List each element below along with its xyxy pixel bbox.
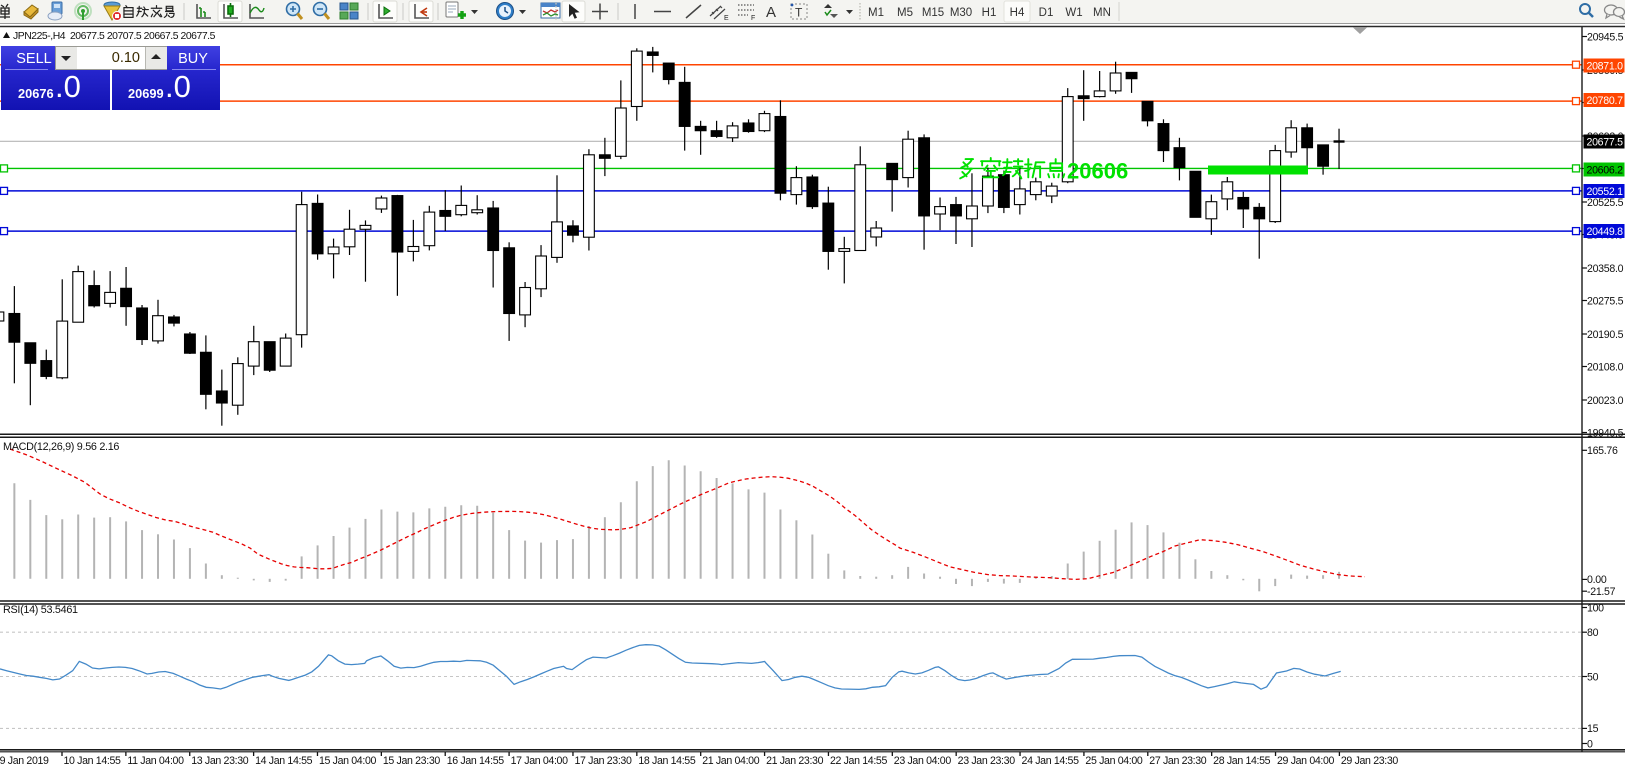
svg-text:E: E — [724, 15, 729, 22]
svg-text:18 Jan 14:55: 18 Jan 14:55 — [638, 755, 696, 767]
svg-text:16 Jan 14:55: 16 Jan 14:55 — [447, 755, 505, 767]
svg-text:M15: M15 — [922, 7, 944, 19]
svg-text:22 Jan 14:55: 22 Jan 14:55 — [830, 755, 888, 767]
svg-text:165.76: 165.76 — [1587, 445, 1618, 457]
svg-text:80: 80 — [1587, 627, 1599, 639]
svg-text:9 Jan 2019: 9 Jan 2019 — [0, 755, 49, 767]
svg-text:20945.5: 20945.5 — [1587, 31, 1624, 43]
svg-text:11 Jan 04:00: 11 Jan 04:00 — [127, 755, 184, 767]
svg-text:20525.5: 20525.5 — [1587, 197, 1624, 209]
svg-text:H4: H4 — [1010, 7, 1025, 19]
svg-text:F: F — [751, 15, 755, 22]
svg-text:20606.2: 20606.2 — [1587, 165, 1624, 177]
svg-text:MN: MN — [1093, 7, 1111, 19]
svg-text:0.00: 0.00 — [1587, 574, 1607, 586]
svg-text:MACD(12,26,9) 9.56 2.16: MACD(12,26,9) 9.56 2.16 — [3, 441, 119, 453]
svg-text:15 Jan 23:30: 15 Jan 23:30 — [383, 755, 441, 767]
svg-text:20677.5: 20677.5 — [1587, 137, 1624, 149]
svg-text:W1: W1 — [1065, 7, 1082, 19]
svg-text:0: 0 — [1587, 738, 1593, 750]
svg-text:20190.5: 20190.5 — [1587, 329, 1624, 341]
svg-text:21 Jan 23:30: 21 Jan 23:30 — [766, 755, 824, 767]
svg-text:21 Jan 04:00: 21 Jan 04:00 — [702, 755, 760, 767]
svg-text:15 Jan 04:00: 15 Jan 04:00 — [319, 755, 377, 767]
svg-text:25 Jan 04:00: 25 Jan 04:00 — [1085, 755, 1143, 767]
svg-text:H1: H1 — [982, 7, 997, 19]
svg-text:27 Jan 23:30: 27 Jan 23:30 — [1149, 755, 1207, 767]
svg-text:20108.0: 20108.0 — [1587, 361, 1624, 373]
svg-text:20449.8: 20449.8 — [1587, 226, 1624, 238]
svg-text:19940.5: 19940.5 — [1587, 427, 1624, 439]
svg-text:20023.0: 20023.0 — [1587, 395, 1624, 407]
svg-text:23 Jan 04:00: 23 Jan 04:00 — [894, 755, 952, 767]
svg-text:100: 100 — [1587, 602, 1604, 614]
svg-text:13 Jan 23:30: 13 Jan 23:30 — [191, 755, 249, 767]
svg-text:10 Jan 14:55: 10 Jan 14:55 — [64, 755, 122, 767]
svg-text:23 Jan 23:30: 23 Jan 23:30 — [958, 755, 1016, 767]
svg-text:20358.0: 20358.0 — [1587, 263, 1624, 275]
svg-text:20275.5: 20275.5 — [1587, 295, 1624, 307]
svg-text:28 Jan 14:55: 28 Jan 14:55 — [1213, 755, 1271, 767]
svg-text:29 Jan 23:30: 29 Jan 23:30 — [1341, 755, 1399, 767]
svg-text:T: T — [795, 6, 803, 20]
svg-text:20606: 20606 — [1067, 159, 1128, 184]
svg-text:50: 50 — [1587, 671, 1599, 683]
svg-text:17 Jan 23:30: 17 Jan 23:30 — [574, 755, 632, 767]
svg-text:15: 15 — [1587, 723, 1599, 735]
svg-text:M30: M30 — [950, 7, 972, 19]
svg-text:20552.1: 20552.1 — [1587, 186, 1624, 198]
svg-text:24 Jan 14:55: 24 Jan 14:55 — [1022, 755, 1080, 767]
svg-text:20780.7: 20780.7 — [1587, 95, 1624, 107]
svg-text:-21.57: -21.57 — [1587, 586, 1616, 598]
svg-text:M5: M5 — [897, 7, 913, 19]
svg-text:20871.0: 20871.0 — [1587, 61, 1624, 73]
svg-text:M1: M1 — [868, 7, 884, 19]
svg-text:29 Jan 04:00: 29 Jan 04:00 — [1277, 755, 1335, 767]
svg-text:17 Jan 04:00: 17 Jan 04:00 — [511, 755, 569, 767]
svg-text:D1: D1 — [1039, 7, 1054, 19]
svg-text:A: A — [766, 4, 776, 21]
svg-text:14 Jan 14:55: 14 Jan 14:55 — [255, 755, 313, 767]
svg-text:RSI(14) 53.5461: RSI(14) 53.5461 — [3, 604, 78, 616]
svg-text:JPN225-,H4 20677.5 20707.5 20: JPN225-,H4 20677.5 20707.5 20667.5 20677… — [13, 31, 216, 42]
